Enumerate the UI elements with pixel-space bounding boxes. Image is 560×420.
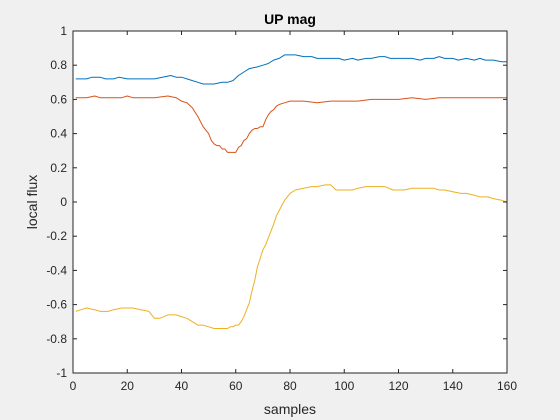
x-tick-label: 160: [497, 379, 517, 393]
x-tick-label: 0: [70, 379, 77, 393]
x-tick-label: 60: [229, 379, 243, 393]
series-line-1: [75, 54, 507, 85]
x-tick-label: 100: [334, 379, 354, 393]
ticks-layer: 0 20 40 60 80 100 120 140 160 -1 -0.8 -0.6 -0.4 -0.2 0…: [46, 24, 517, 393]
x-tick-label: 20: [121, 379, 135, 393]
chart-title: UP mag: [264, 11, 316, 27]
x-axis-label: samples: [264, 401, 316, 417]
y-tick-label: 0.6: [50, 92, 67, 106]
y-tick-label: -0.6: [46, 298, 67, 312]
y-tick-label: -0.2: [46, 229, 67, 243]
series-layer: [75, 54, 508, 329]
plot-area: [73, 31, 507, 373]
y-tick-label: -0.4: [46, 263, 67, 277]
series-line-3: [75, 184, 508, 329]
axes-box: [72, 30, 508, 374]
x-tick-label: 40: [175, 379, 189, 393]
x-tick-label: 120: [388, 379, 408, 393]
y-tick-label: 0.8: [50, 58, 67, 72]
y-tick-label: -1: [56, 366, 67, 380]
y-tick-label: 0.4: [50, 127, 67, 141]
y-tick-label: 0.2: [50, 161, 67, 175]
y-tick-label: 1: [60, 24, 67, 38]
x-tick-label: 140: [443, 379, 463, 393]
x-tick-label: 80: [283, 379, 297, 393]
series-line-2: [75, 95, 507, 153]
y-tick-label: -0.8: [46, 332, 67, 346]
y-axis-label: local flux: [24, 175, 40, 229]
y-tick-label: 0: [60, 195, 67, 209]
